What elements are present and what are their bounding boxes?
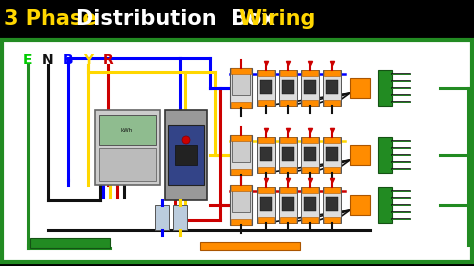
- Bar: [282, 197, 294, 211]
- Bar: [324, 167, 340, 173]
- Bar: [378, 70, 392, 106]
- Bar: [173, 205, 187, 230]
- Bar: [230, 68, 252, 108]
- Bar: [257, 187, 275, 223]
- Bar: [326, 80, 338, 94]
- Bar: [168, 125, 204, 185]
- Bar: [280, 137, 296, 143]
- Text: kWh: kWh: [121, 127, 133, 132]
- Text: 3 Phase: 3 Phase: [4, 9, 104, 29]
- Bar: [302, 70, 318, 76]
- Bar: [282, 147, 294, 161]
- Bar: [258, 70, 274, 76]
- Text: Wiring: Wiring: [238, 9, 315, 29]
- Bar: [231, 135, 251, 141]
- Bar: [165, 110, 207, 200]
- Bar: [2, 40, 472, 262]
- Bar: [280, 217, 296, 223]
- Text: B: B: [63, 53, 73, 67]
- Text: Y: Y: [83, 53, 93, 67]
- Bar: [302, 187, 318, 193]
- Text: Distribution  Box: Distribution Box: [76, 9, 282, 29]
- Bar: [260, 80, 272, 94]
- Bar: [258, 167, 274, 173]
- Bar: [231, 102, 251, 108]
- Bar: [302, 167, 318, 173]
- Bar: [30, 238, 110, 248]
- Text: E: E: [23, 53, 33, 67]
- Bar: [258, 217, 274, 223]
- Bar: [304, 147, 316, 161]
- Bar: [301, 187, 319, 223]
- Bar: [279, 187, 297, 223]
- Bar: [232, 140, 250, 162]
- Bar: [2, 40, 472, 262]
- Bar: [258, 137, 274, 143]
- Bar: [323, 187, 341, 223]
- Bar: [99, 148, 156, 181]
- Text: R: R: [103, 53, 113, 67]
- Bar: [304, 197, 316, 211]
- Bar: [326, 197, 338, 211]
- Bar: [324, 70, 340, 76]
- Bar: [258, 187, 274, 193]
- Bar: [326, 147, 338, 161]
- Bar: [280, 167, 296, 173]
- Bar: [230, 185, 252, 225]
- Bar: [280, 70, 296, 76]
- Bar: [257, 70, 275, 106]
- Bar: [302, 137, 318, 143]
- Bar: [258, 100, 274, 106]
- Bar: [302, 217, 318, 223]
- Bar: [155, 205, 169, 230]
- Bar: [350, 78, 370, 98]
- Bar: [260, 147, 272, 161]
- Bar: [279, 137, 297, 173]
- Bar: [280, 187, 296, 193]
- Bar: [323, 70, 341, 106]
- Bar: [324, 217, 340, 223]
- Bar: [378, 187, 392, 223]
- Bar: [175, 145, 197, 165]
- Bar: [232, 73, 250, 95]
- Bar: [230, 135, 252, 175]
- Bar: [324, 187, 340, 193]
- Bar: [95, 110, 160, 185]
- Bar: [0, 0, 474, 38]
- Bar: [301, 137, 319, 173]
- Bar: [301, 70, 319, 106]
- Bar: [350, 145, 370, 165]
- Text: N: N: [42, 53, 54, 67]
- Bar: [302, 100, 318, 106]
- Bar: [282, 80, 294, 94]
- Bar: [200, 242, 300, 250]
- Bar: [350, 195, 370, 215]
- Bar: [304, 80, 316, 94]
- Bar: [231, 68, 251, 74]
- Bar: [231, 185, 251, 191]
- Circle shape: [182, 136, 190, 144]
- Bar: [257, 137, 275, 173]
- Bar: [378, 137, 392, 173]
- Bar: [324, 100, 340, 106]
- Bar: [99, 115, 156, 145]
- Bar: [280, 100, 296, 106]
- Bar: [232, 190, 250, 212]
- Bar: [231, 169, 251, 175]
- Bar: [324, 137, 340, 143]
- Bar: [279, 70, 297, 106]
- Bar: [323, 137, 341, 173]
- Bar: [231, 219, 251, 225]
- Bar: [260, 197, 272, 211]
